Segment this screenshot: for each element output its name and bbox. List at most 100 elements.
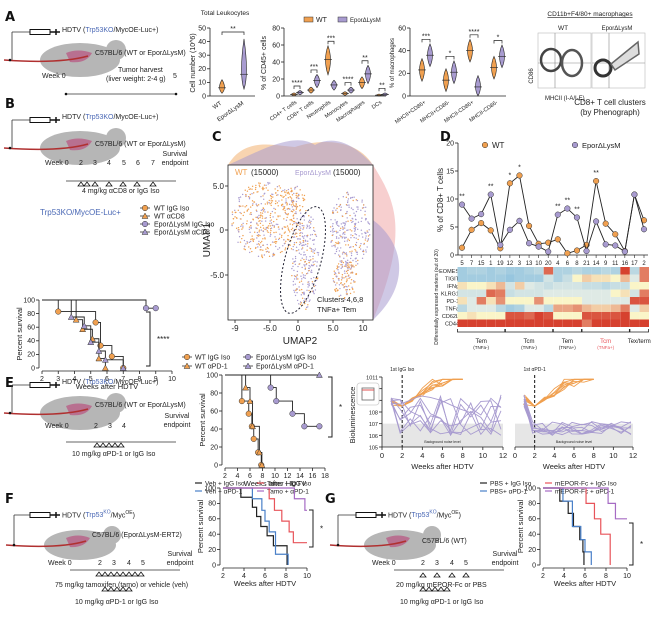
umap-point bbox=[362, 250, 365, 253]
umap-point bbox=[335, 241, 337, 244]
umap-point bbox=[285, 201, 288, 204]
umap-point bbox=[299, 234, 301, 237]
heatmap-cell bbox=[610, 274, 621, 282]
umap-point bbox=[352, 218, 354, 220]
chart-e1-y-tick-label: 80 bbox=[210, 390, 218, 397]
a1-sig-bracket bbox=[221, 31, 245, 35]
umap-point bbox=[241, 228, 243, 230]
umap-point bbox=[338, 225, 340, 227]
umap-point bbox=[266, 230, 268, 232]
umap-point bbox=[353, 266, 355, 268]
d-point bbox=[468, 215, 475, 222]
umap-point bbox=[259, 222, 262, 225]
heatmap-cell bbox=[476, 289, 487, 297]
umap-point bbox=[301, 224, 304, 227]
survival-curve-3 bbox=[223, 487, 307, 511]
umap-point bbox=[281, 199, 283, 201]
umap-point bbox=[316, 251, 319, 254]
umap-point bbox=[355, 237, 357, 239]
umap-point bbox=[268, 182, 271, 184]
b-injection-label: HDTV (Trp53KO/MycOE-Luc+) bbox=[62, 114, 158, 121]
umap-point bbox=[278, 247, 281, 249]
umap-point bbox=[260, 203, 263, 205]
umap-point bbox=[239, 211, 241, 214]
umap-point bbox=[301, 278, 303, 280]
umap-point bbox=[333, 270, 335, 272]
umap-point bbox=[301, 222, 303, 225]
umap-point bbox=[267, 183, 270, 185]
d-significance: ** bbox=[593, 170, 599, 177]
biolum-trajectory-wt bbox=[525, 378, 594, 407]
heatmap-cell bbox=[572, 289, 582, 297]
heatmap-cell bbox=[486, 319, 496, 327]
umap-point bbox=[314, 248, 317, 250]
umap-point bbox=[296, 218, 298, 220]
umap-point bbox=[302, 241, 304, 244]
umap-point bbox=[231, 211, 234, 213]
x-axis-label: Weeks after HDTV bbox=[244, 479, 306, 488]
f-dosing1-label: 75 mg/kg tamoxifen (tamo) or vehicle (ve… bbox=[55, 582, 189, 589]
umap-point bbox=[345, 281, 348, 283]
g-legend-label: PBS+ αPD-1 bbox=[490, 489, 528, 496]
umap-point bbox=[317, 254, 320, 256]
umap-point bbox=[266, 250, 269, 253]
umap-point bbox=[245, 223, 248, 225]
umap-point bbox=[296, 238, 299, 240]
umap-point bbox=[303, 293, 305, 296]
umap-point bbox=[300, 302, 303, 304]
umap-point bbox=[350, 246, 352, 248]
umap-point bbox=[242, 225, 244, 227]
umap-point bbox=[276, 218, 278, 221]
umap-point bbox=[281, 195, 283, 197]
heatmap-cell bbox=[582, 274, 592, 282]
e-legend-marker bbox=[183, 362, 191, 369]
umap-point bbox=[354, 233, 356, 235]
heatmap-cell bbox=[639, 297, 649, 305]
d-x-tick-label: 6 bbox=[566, 261, 570, 267]
biolum-panel-title: 1st IgG Iso bbox=[390, 367, 414, 373]
umap-point bbox=[306, 225, 309, 228]
umap-point bbox=[258, 214, 260, 217]
umap-point bbox=[295, 203, 297, 205]
umap-point bbox=[343, 251, 346, 254]
umap-point bbox=[269, 232, 272, 234]
umap-point bbox=[296, 235, 298, 238]
heatmap-cell bbox=[534, 304, 544, 312]
umap-point bbox=[338, 266, 340, 268]
panel-label-f: F bbox=[5, 492, 14, 507]
umap-point bbox=[308, 269, 310, 272]
umap-point bbox=[361, 199, 363, 201]
umap-point bbox=[297, 195, 299, 197]
heatmap-cell bbox=[514, 297, 525, 305]
umap-point bbox=[350, 207, 353, 209]
d-y-tick-label: 0 bbox=[450, 252, 454, 259]
chart-f-x-tick-label: 10 bbox=[303, 573, 311, 580]
umap-point bbox=[315, 235, 318, 237]
significance-bracket bbox=[328, 376, 333, 438]
umap-point bbox=[360, 209, 362, 211]
umap-point bbox=[264, 217, 266, 220]
mouse-syringe-illustration-g bbox=[329, 512, 504, 592]
umap-point bbox=[270, 233, 272, 236]
survival-curve-2 bbox=[543, 487, 611, 565]
biolum-trajectory-wt bbox=[525, 378, 594, 407]
heatmap-group-name: Tem bbox=[475, 339, 486, 345]
umap-point bbox=[270, 200, 272, 202]
umap-point bbox=[289, 219, 291, 221]
umap-point bbox=[276, 185, 279, 188]
umap-point bbox=[347, 193, 349, 195]
chart-e1-x-tick-label: 4 bbox=[236, 473, 240, 480]
e-injection-label: HDTV (Trp53KO/MycOE-Luc+) bbox=[62, 379, 158, 386]
umap-point bbox=[349, 251, 351, 253]
umap-point bbox=[298, 286, 300, 288]
chart-g-x-tick-label: 6 bbox=[583, 573, 587, 580]
biolum-trajectory-epor bbox=[523, 402, 632, 435]
umap-point bbox=[287, 229, 290, 231]
heatmap-cell bbox=[467, 312, 477, 320]
umap-point bbox=[242, 227, 244, 229]
umap-legend-wt: WT bbox=[235, 168, 248, 177]
umap-point bbox=[289, 231, 291, 233]
heatmap-cell bbox=[505, 304, 515, 312]
umap-point bbox=[312, 249, 314, 251]
umap-point bbox=[249, 248, 252, 250]
